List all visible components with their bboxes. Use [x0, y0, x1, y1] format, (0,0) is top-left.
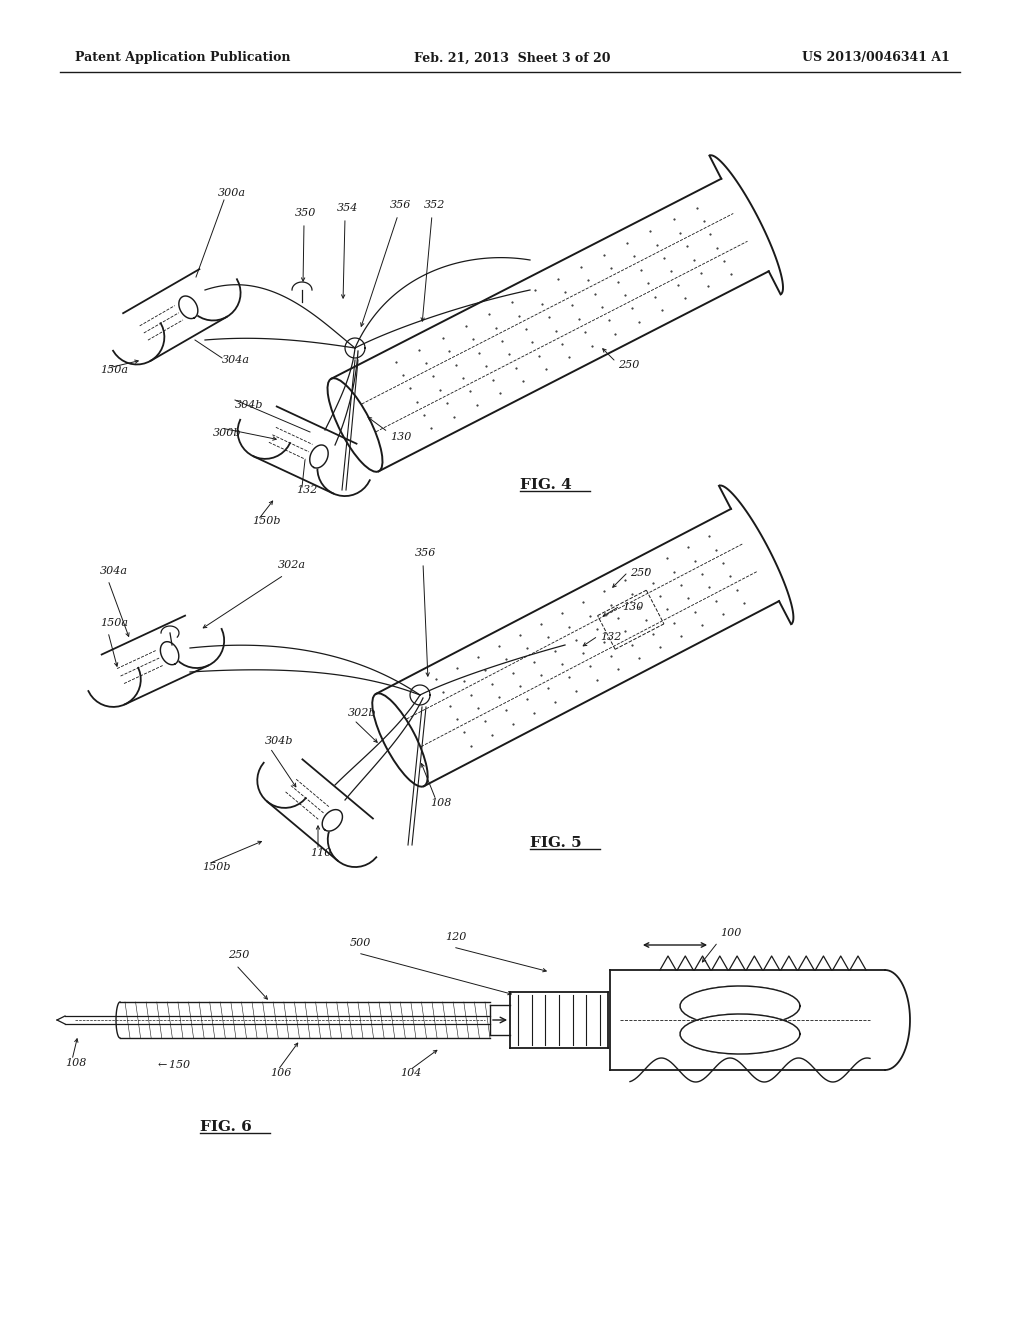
Text: 354: 354 — [337, 203, 358, 213]
Text: 100: 100 — [720, 928, 741, 939]
Text: 150a: 150a — [100, 366, 128, 375]
Polygon shape — [323, 809, 342, 832]
Text: 304a: 304a — [222, 355, 250, 366]
Text: Feb. 21, 2013  Sheet 3 of 20: Feb. 21, 2013 Sheet 3 of 20 — [414, 51, 610, 65]
Polygon shape — [309, 445, 328, 469]
Text: 132: 132 — [296, 484, 317, 495]
Text: FIG. 6: FIG. 6 — [200, 1119, 252, 1134]
Text: 356: 356 — [390, 201, 412, 210]
Text: 108: 108 — [65, 1059, 86, 1068]
Text: 250: 250 — [630, 568, 651, 578]
Text: 300b: 300b — [213, 428, 242, 438]
Text: 120: 120 — [445, 932, 466, 942]
Text: 110: 110 — [310, 847, 332, 858]
Text: 250: 250 — [618, 360, 639, 370]
Text: 106: 106 — [270, 1068, 292, 1078]
Polygon shape — [680, 986, 800, 1026]
Text: 150b: 150b — [202, 862, 230, 873]
Text: 304b: 304b — [234, 400, 263, 411]
Text: 350: 350 — [295, 209, 316, 218]
Text: FIG. 4: FIG. 4 — [520, 478, 571, 492]
Text: 500: 500 — [350, 939, 372, 948]
Text: 150a: 150a — [100, 618, 128, 628]
Text: 104: 104 — [400, 1068, 421, 1078]
Text: 132: 132 — [600, 632, 622, 642]
Text: 108: 108 — [430, 799, 452, 808]
Text: 150b: 150b — [252, 516, 281, 525]
Text: 304b: 304b — [265, 737, 294, 746]
Text: Patent Application Publication: Patent Application Publication — [75, 51, 291, 65]
Polygon shape — [179, 296, 198, 318]
Text: 300a: 300a — [218, 187, 246, 198]
Text: 302b: 302b — [348, 708, 377, 718]
Text: 304a: 304a — [100, 566, 128, 576]
Polygon shape — [680, 1014, 800, 1053]
Text: 130: 130 — [390, 432, 412, 442]
Text: 250: 250 — [228, 950, 250, 960]
Text: 130: 130 — [622, 602, 643, 612]
Text: $\mathregular{\leftarrow}$150: $\mathregular{\leftarrow}$150 — [155, 1059, 191, 1071]
Text: 352: 352 — [424, 201, 445, 210]
Polygon shape — [161, 642, 179, 665]
Text: FIG. 5: FIG. 5 — [530, 836, 582, 850]
Text: 356: 356 — [415, 548, 436, 558]
Text: US 2013/0046341 A1: US 2013/0046341 A1 — [802, 51, 950, 65]
Text: 302a: 302a — [278, 560, 306, 570]
